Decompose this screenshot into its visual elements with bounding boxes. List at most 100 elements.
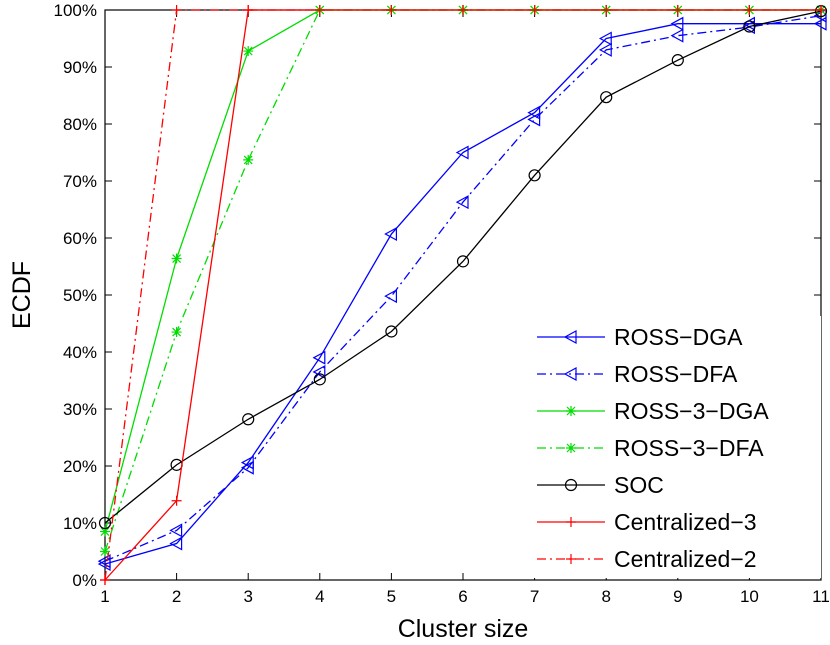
legend-label: SOC (614, 472, 664, 498)
x-tick-label: 9 (673, 587, 682, 606)
data-point-marker (455, 145, 469, 160)
data-point-marker (744, 5, 755, 15)
x-tick-label: 10 (740, 587, 759, 606)
x-tick-label: 6 (458, 587, 467, 606)
x-axis-label: Cluster size (398, 615, 529, 643)
x-tick-label: 3 (243, 587, 252, 606)
x-tick-label: 1 (100, 587, 109, 606)
data-point-marker (100, 546, 110, 557)
data-point-marker (455, 195, 469, 210)
data-point-marker (384, 289, 397, 304)
data-point-marker (527, 105, 541, 120)
data-point-marker (385, 325, 398, 338)
y-tick-label: 90% (63, 58, 97, 77)
data-point-marker (670, 28, 684, 43)
legend-entry: SOC (537, 472, 664, 498)
data-point-marker (529, 5, 540, 15)
legend-entry: ROSS−3−DFA (537, 435, 764, 461)
y-tick-label: 30% (63, 400, 97, 419)
series-6 (100, 5, 826, 585)
legend: ROSS−DGA ROSS−DFA ROSS−3−DGA ROSS−3−DFA SOC C… (527, 316, 821, 578)
data-point-marker (171, 327, 182, 338)
series-0 (97, 16, 827, 572)
data-point-marker (598, 42, 612, 57)
data-point-marker (171, 495, 182, 506)
data-point-marker (743, 20, 756, 33)
data-point-marker (169, 523, 183, 538)
series-line (104, 15, 822, 562)
y-tick-label: 60% (63, 229, 97, 248)
x-tick-label: 7 (530, 587, 539, 606)
data-point-marker (384, 226, 397, 242)
data-point-marker (171, 253, 182, 264)
legend-label: ROSS−3−DGA (614, 398, 769, 424)
legend-entry: Centralized−2 (537, 546, 757, 572)
y-tick-label: 40% (63, 343, 97, 362)
data-point-marker (243, 154, 254, 165)
data-point-marker (566, 517, 576, 527)
data-point-marker (563, 366, 577, 382)
series-line (104, 23, 821, 565)
legend-label: ROSS−DGA (614, 324, 743, 350)
y-tick-label: 10% (63, 514, 97, 533)
data-point-marker (97, 554, 111, 569)
legend-label: ROSS−3−DFA (614, 435, 764, 461)
data-point-marker (566, 406, 576, 416)
legend-label: Centralized−2 (614, 546, 757, 572)
data-point-marker (563, 329, 577, 345)
data-point-marker (672, 5, 683, 15)
data-point-marker (313, 373, 326, 386)
data-point-marker (566, 443, 576, 453)
legend-entry: ROSS−DGA (537, 324, 743, 350)
x-tick-label: 2 (172, 587, 181, 606)
data-point-marker (243, 46, 254, 57)
data-point-marker (598, 31, 612, 46)
series-layer (97, 5, 828, 585)
data-point-marker (528, 169, 541, 182)
data-point-marker (813, 16, 827, 31)
data-point-marker (100, 575, 110, 585)
data-point-marker (243, 5, 254, 15)
legend-label: Centralized−3 (614, 509, 757, 535)
data-point-marker (458, 5, 468, 15)
data-point-marker (816, 5, 826, 15)
data-point-marker (386, 5, 397, 15)
data-point-marker (527, 112, 541, 127)
y-tick-label: 100% (54, 1, 97, 20)
y-tick-label: 20% (63, 457, 97, 476)
y-axis-label: ECDF (8, 261, 36, 329)
data-point-marker (314, 5, 325, 15)
data-point-marker (98, 516, 112, 530)
y-tick-label: 80% (63, 115, 97, 134)
x-tick-label: 5 (387, 587, 396, 606)
data-point-marker (564, 478, 578, 492)
data-point-marker (312, 364, 326, 379)
y-tick-label: 50% (63, 286, 97, 305)
data-point-marker (670, 16, 684, 31)
y-tick-label: 70% (63, 172, 97, 191)
data-point-marker (240, 460, 254, 475)
data-point-marker (601, 5, 612, 15)
legend-entry: ROSS−3−DGA (537, 398, 769, 424)
data-point-marker (169, 536, 183, 551)
data-point-marker (171, 5, 182, 15)
x-tick-label: 8 (601, 587, 610, 606)
data-point-marker (100, 526, 110, 537)
legend-box (527, 316, 821, 578)
data-point-marker (671, 54, 684, 67)
data-point-marker (566, 554, 576, 564)
data-point-marker (312, 350, 326, 365)
data-point-marker (600, 91, 613, 104)
series-line (104, 10, 822, 524)
series-1 (97, 8, 827, 569)
y-tick-label: 0% (72, 571, 97, 590)
series-4 (98, 5, 828, 530)
legend-entry: ROSS−DFA (537, 361, 738, 387)
legend-entry: Centralized−3 (537, 509, 757, 535)
data-point-marker (456, 255, 470, 268)
x-tick-label: 11 (812, 587, 830, 606)
data-point-marker (242, 413, 255, 426)
x-tick-label: 4 (315, 587, 324, 606)
legend-label: ROSS−DFA (614, 361, 738, 387)
